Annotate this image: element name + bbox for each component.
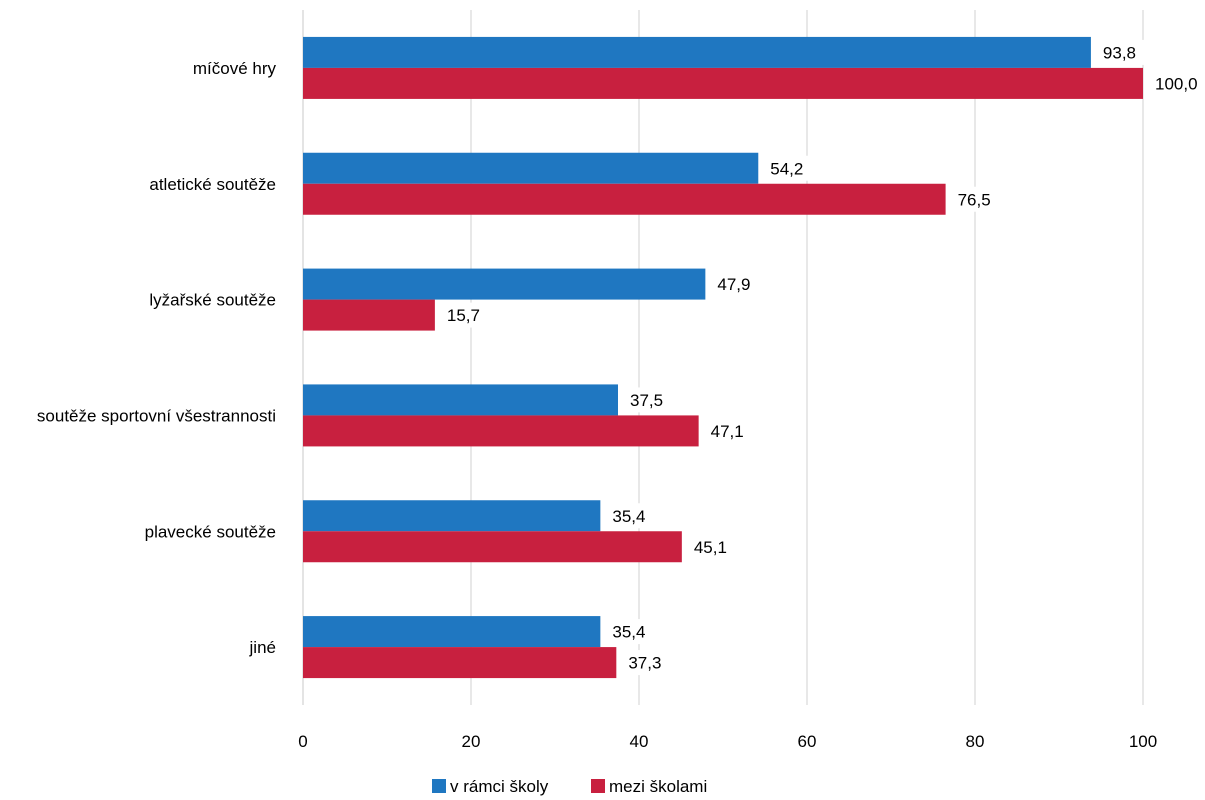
bar-mezi-skolami — [303, 183, 946, 215]
data-label-background — [685, 534, 736, 560]
x-tick-label: 80 — [966, 732, 985, 751]
data-label: 100,0 — [1155, 74, 1198, 93]
bar-v-ramci-skoly — [303, 384, 618, 416]
gridlines — [302, 10, 1144, 705]
legend-swatch — [591, 779, 605, 793]
bar-v-ramci-skoly — [303, 36, 1091, 68]
bar-mezi-skolami — [303, 299, 435, 331]
legend: v rámci školy mezi školami — [432, 777, 707, 796]
data-label: 93,8 — [1103, 43, 1136, 62]
bar-v-ramci-skoly — [303, 616, 601, 648]
data-label: 47,9 — [717, 275, 750, 294]
data-label-background — [1094, 39, 1145, 65]
data-label: 47,1 — [711, 422, 744, 441]
x-tick-label: 20 — [462, 732, 481, 751]
x-tick-label: 0 — [298, 732, 307, 751]
data-label-background — [1147, 70, 1205, 96]
data-label-background — [622, 387, 672, 413]
category-label: jiné — [249, 638, 276, 657]
data-label: 35,4 — [612, 507, 645, 526]
data-label: 54,2 — [770, 159, 803, 178]
data-label-background — [604, 503, 655, 529]
category-label: soutěže sportovní všestrannosti — [37, 406, 276, 425]
bar-v-ramci-skoly — [303, 500, 601, 532]
data-labels: 93,8 100,0 54,2 76,5 47,9 15,7 37,5 47,1 35,4 45,… — [438, 39, 1205, 676]
category-label: atletické soutěže — [149, 175, 276, 194]
category-labels: míčové hry atletické soutěže lyžařské sout… — [37, 59, 277, 657]
data-label: 37,5 — [630, 391, 663, 410]
bar-v-ramci-skoly — [303, 268, 706, 300]
x-tick-label: 40 — [630, 732, 649, 751]
category-label: lyžařské soutěže — [149, 291, 276, 310]
data-label: 45,1 — [694, 538, 727, 557]
data-label: 15,7 — [447, 306, 480, 325]
bar-mezi-skolami — [303, 647, 617, 679]
bar-mezi-skolami — [303, 67, 1143, 99]
bar-mezi-skolami — [303, 415, 699, 447]
data-label-background — [702, 418, 753, 444]
bar-mezi-skolami — [303, 531, 682, 563]
category-label: plavecké soutěže — [145, 522, 276, 541]
data-label: 35,4 — [612, 623, 645, 642]
bars — [303, 36, 1143, 679]
data-label-background — [949, 186, 1000, 212]
data-label: 76,5 — [958, 190, 991, 209]
legend-label: mezi školami — [609, 777, 707, 796]
data-label-background — [438, 302, 489, 328]
x-tick-label: 100 — [1129, 732, 1157, 751]
x-tick-labels: 0 20 40 60 80 100 — [298, 732, 1157, 751]
legend-swatch — [432, 779, 446, 793]
data-label-background — [709, 271, 760, 297]
category-label: míčové hry — [193, 59, 277, 78]
data-label-background — [604, 619, 655, 645]
data-label-background — [620, 650, 671, 676]
data-label: 37,3 — [628, 654, 661, 673]
x-tick-label: 60 — [798, 732, 817, 751]
legend-label: v rámci školy — [450, 777, 549, 796]
data-label-background — [762, 155, 813, 181]
bar-v-ramci-skoly — [303, 152, 759, 184]
